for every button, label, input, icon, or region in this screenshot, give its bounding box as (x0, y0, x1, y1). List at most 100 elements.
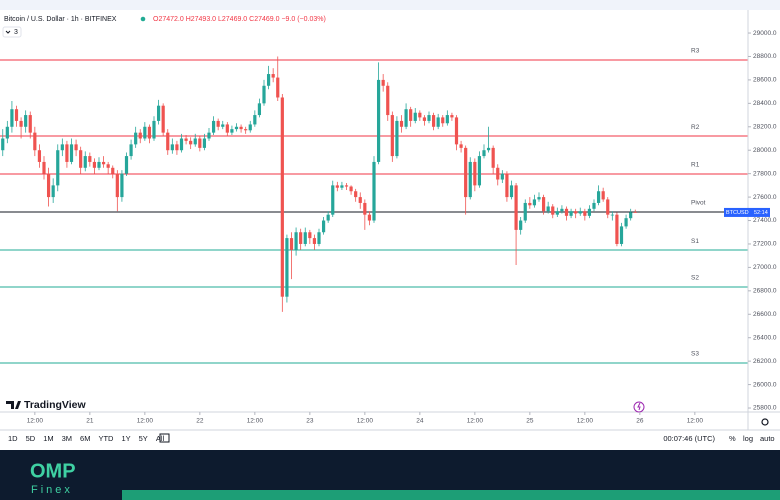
candle-body (523, 202, 527, 221)
candle-body (230, 129, 234, 133)
y-tick-label: 27000.0 (753, 264, 777, 271)
candle-body (244, 129, 248, 131)
candle-body (156, 105, 161, 121)
candle-body (10, 109, 14, 127)
candle-body (409, 109, 413, 121)
candle-body (468, 161, 472, 198)
candle-body (317, 232, 321, 244)
range-button[interactable]: YTD (98, 434, 114, 443)
candle-body (358, 197, 362, 203)
candle-body (459, 144, 463, 148)
candle-body (143, 126, 147, 139)
candle-body (367, 214, 372, 221)
price-tag-countdown: 52:14 (754, 210, 768, 216)
candle-body (569, 211, 573, 216)
y-tick-label: 27800.0 (753, 170, 777, 177)
footer-stripe (122, 490, 780, 500)
range-button[interactable]: 5Y (139, 434, 148, 443)
candle-body (79, 150, 83, 168)
x-tick-label: 23 (306, 418, 314, 425)
candle-body (60, 144, 64, 151)
candle-body (491, 147, 495, 168)
log-toggle[interactable]: log (743, 434, 753, 443)
candle-body (354, 191, 358, 198)
y-tick-label: 26400.0 (753, 334, 777, 341)
candle-body (42, 161, 46, 174)
candle-body (170, 144, 174, 151)
tv-logo: TradingView (6, 399, 86, 411)
candle-body (390, 115, 394, 157)
pivot-level-label: Pivot (691, 200, 706, 207)
candle-body (5, 126, 9, 139)
range-button[interactable]: 1Y (121, 434, 130, 443)
candle-body (198, 138, 202, 148)
candle-body (564, 208, 569, 216)
candle-body (505, 173, 509, 198)
range-button[interactable]: 6M (80, 434, 90, 443)
calendar-icon[interactable] (159, 433, 170, 443)
x-tick-label: 21 (86, 418, 94, 425)
ohlc-values: O27472.0 H27493.0 L27469.0 C27469.0 −9.0… (153, 16, 326, 23)
candle-body (372, 161, 376, 221)
candle-body (441, 117, 445, 124)
candle-body (335, 185, 339, 188)
x-tick-label: 12:00 (577, 418, 594, 425)
candle-body (308, 232, 312, 239)
candle-body (175, 144, 179, 151)
candle-body (285, 238, 289, 297)
candle-body (115, 173, 119, 198)
range-button[interactable]: 3M (62, 434, 72, 443)
candle-body (111, 167, 115, 174)
price-tag-symbol: BTCUSD (726, 210, 749, 216)
candle-body (134, 132, 138, 145)
candle-body (537, 197, 541, 200)
footer-brand: OMP (30, 460, 76, 482)
candle-body (46, 173, 51, 198)
candle-body (349, 186, 353, 192)
candle-body (399, 120, 404, 127)
candle-body (120, 173, 124, 198)
range-button[interactable]: 1D (8, 434, 18, 443)
y-tick-label: 26800.0 (753, 288, 777, 295)
candle-body (14, 109, 19, 121)
candle-body (418, 112, 422, 118)
candle-body (211, 120, 216, 133)
candle-body (101, 161, 106, 165)
candle-body (289, 238, 294, 250)
candle-body (532, 199, 537, 206)
candle-body (166, 132, 170, 151)
candle-body (596, 191, 601, 203)
candle-body (179, 138, 184, 151)
candle-body (184, 138, 188, 141)
pivot-level-label: S2 (691, 275, 699, 282)
x-tick-label: 12:00 (137, 418, 154, 425)
y-tick-label: 27400.0 (753, 217, 777, 224)
candle-body (248, 124, 252, 131)
range-button[interactable]: 1M (43, 434, 53, 443)
chart-bg (0, 10, 780, 450)
candle-body (51, 185, 55, 198)
price-tag (724, 207, 770, 217)
candle-body (161, 105, 165, 133)
candle-body (450, 115, 454, 118)
candle-body (464, 147, 468, 198)
settings-icon[interactable] (761, 418, 769, 426)
candle-body (312, 238, 317, 244)
candle-body (381, 79, 385, 86)
percent-toggle[interactable]: % (729, 434, 736, 443)
candle-body (276, 77, 280, 98)
indicator-toggle[interactable] (2, 26, 22, 38)
auto-toggle[interactable]: auto (760, 434, 775, 443)
candle-body (147, 126, 152, 139)
tv-icon (6, 401, 21, 409)
candle-body (427, 115, 431, 121)
x-tick-label: 12:00 (27, 418, 44, 425)
candle-body (583, 211, 587, 216)
candle-body (257, 103, 262, 116)
candle-body (152, 120, 156, 139)
candle-body (225, 124, 229, 133)
candle-body (422, 117, 427, 121)
candle-body (404, 109, 408, 127)
range-button[interactable]: 5D (26, 434, 36, 443)
